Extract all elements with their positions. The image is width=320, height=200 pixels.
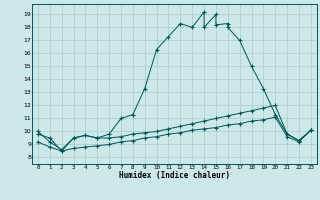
X-axis label: Humidex (Indice chaleur): Humidex (Indice chaleur) <box>119 171 230 180</box>
